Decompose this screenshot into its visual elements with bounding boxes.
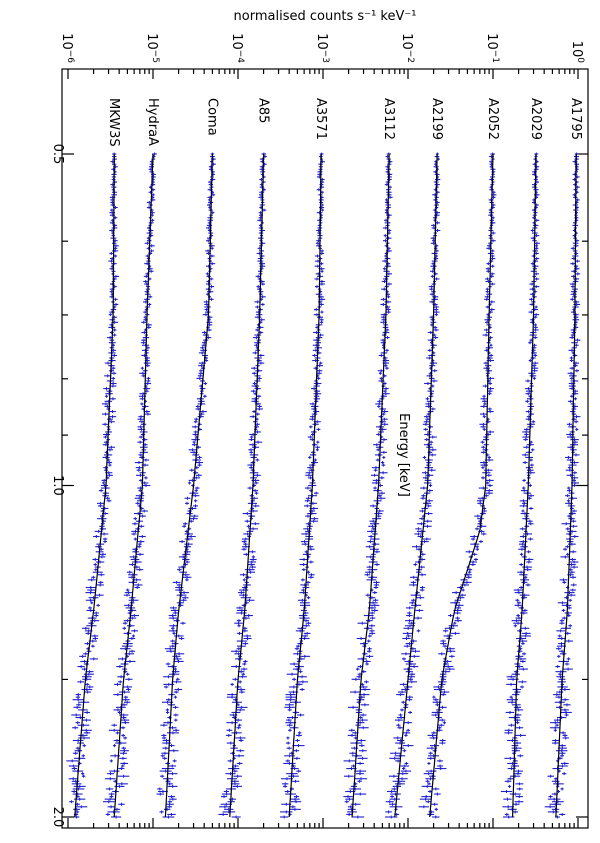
flux-tick-label: 10−6 xyxy=(59,33,75,63)
series-a3571 xyxy=(279,152,326,819)
flux-tick-base: 10 xyxy=(484,33,499,50)
energy-tick-label: 2.0 xyxy=(50,807,65,828)
model-line xyxy=(394,153,438,818)
x-axis-label: Energy [keV] xyxy=(396,413,411,497)
flux-tick-base: 10 xyxy=(229,33,244,50)
energy-tick-label: 1.0 xyxy=(50,475,65,496)
axes xyxy=(61,68,589,829)
series-a2199 xyxy=(385,152,441,819)
plot-frame xyxy=(61,68,589,829)
series-a3112 xyxy=(343,152,393,819)
series-a2052 xyxy=(418,152,497,819)
flux-tick-label: 10−5 xyxy=(144,33,160,63)
model-line xyxy=(429,153,494,818)
flux-tick-base: 10 xyxy=(569,41,584,58)
series-a85 xyxy=(218,152,267,819)
flux-tick-base: 10 xyxy=(59,33,74,50)
flux-tick-exponent: −6 xyxy=(65,50,75,64)
flux-tick-base: 10 xyxy=(314,33,329,50)
energy-tick-label: 0.5 xyxy=(50,144,65,165)
series-layer xyxy=(66,152,581,819)
flux-tick-label: 10−3 xyxy=(314,33,330,63)
model-line xyxy=(164,153,213,818)
series-hydraa xyxy=(103,152,157,819)
series-a2029 xyxy=(500,152,540,819)
series-coma xyxy=(156,152,216,819)
model-line xyxy=(512,153,537,818)
flux-tick-label: 100 xyxy=(569,41,585,64)
y-axis-label: normalised counts s⁻¹ keV⁻¹ xyxy=(234,9,417,24)
series-mkw3s xyxy=(66,152,120,819)
flux-tick-exponent: 0 xyxy=(575,57,585,63)
model-line xyxy=(555,153,577,818)
flux-tick-exponent: −1 xyxy=(490,50,500,63)
model-line xyxy=(288,153,322,818)
flux-tick-exponent: −3 xyxy=(320,50,330,63)
flux-tick-base: 10 xyxy=(399,33,414,50)
series-a1795 xyxy=(544,152,581,819)
flux-tick-label: 10−2 xyxy=(399,33,415,63)
flux-tick-exponent: −4 xyxy=(235,50,245,64)
flux-tick-exponent: −5 xyxy=(150,50,160,63)
model-line xyxy=(113,153,154,818)
flux-tick-base: 10 xyxy=(144,33,159,50)
flux-tick-exponent: −2 xyxy=(405,50,415,63)
model-line xyxy=(229,153,265,818)
flux-tick-label: 10−4 xyxy=(229,33,245,63)
model-line xyxy=(351,153,390,818)
flux-tick-label: 10−1 xyxy=(484,33,500,63)
